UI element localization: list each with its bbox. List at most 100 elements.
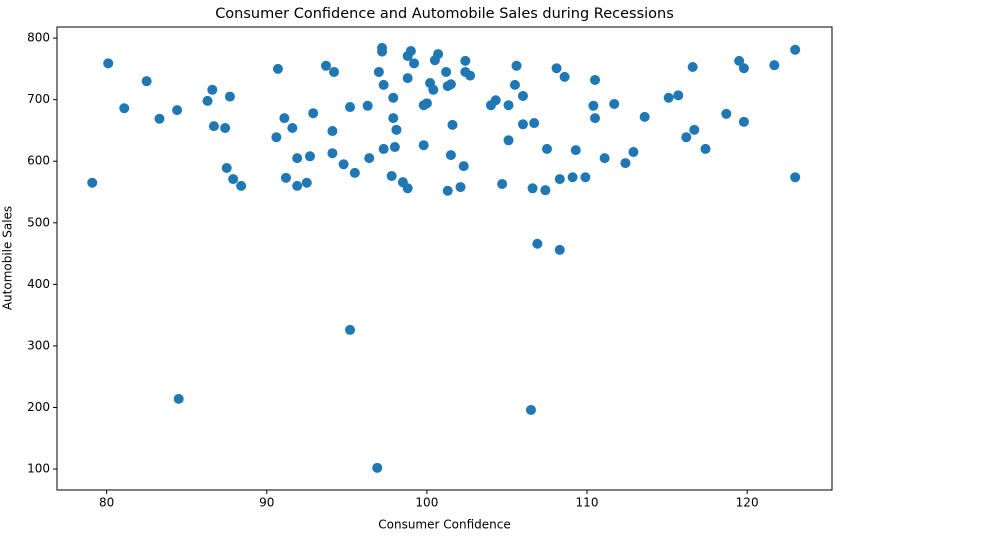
point	[172, 105, 183, 116]
point	[280, 172, 291, 183]
point	[447, 119, 458, 130]
point	[402, 73, 413, 84]
point	[609, 98, 620, 109]
point	[628, 146, 639, 157]
point	[388, 113, 399, 124]
point	[511, 60, 522, 71]
plot-frame	[56, 26, 833, 491]
point	[689, 124, 700, 135]
x-tick-label: 120	[736, 496, 759, 510]
point	[364, 153, 375, 164]
point	[639, 111, 650, 122]
point	[681, 132, 692, 143]
point	[329, 66, 340, 77]
point	[345, 102, 356, 113]
y-tick-label: 500	[27, 215, 50, 229]
point	[738, 116, 749, 127]
point	[465, 70, 476, 81]
point	[207, 84, 218, 95]
point	[421, 98, 432, 109]
point	[517, 119, 528, 130]
point	[554, 174, 565, 185]
point	[551, 63, 562, 74]
point	[570, 145, 581, 156]
point	[272, 63, 283, 74]
x-tick-label: 90	[259, 496, 274, 510]
y-tick-label: 300	[27, 338, 50, 352]
point	[279, 113, 290, 124]
point	[588, 100, 599, 111]
point	[527, 183, 538, 194]
point	[373, 66, 384, 77]
y-tick-label: 400	[27, 277, 50, 291]
point	[220, 122, 231, 133]
point	[540, 185, 551, 196]
y-tick-label: 800	[27, 31, 50, 45]
point	[455, 182, 466, 193]
point	[441, 66, 452, 77]
point	[700, 143, 711, 154]
point	[418, 140, 429, 151]
y-tick-label: 100	[27, 462, 50, 476]
point	[790, 44, 801, 55]
point	[287, 122, 298, 133]
point	[445, 150, 456, 161]
point	[673, 90, 684, 101]
point	[529, 118, 540, 129]
point	[554, 244, 565, 255]
point	[663, 92, 674, 103]
point	[224, 91, 235, 102]
point	[517, 90, 528, 101]
point	[173, 393, 184, 404]
x-tick-label: 110	[576, 496, 599, 510]
point	[236, 180, 247, 191]
point	[388, 92, 399, 103]
point	[154, 113, 165, 124]
y-tick-label: 700	[27, 92, 50, 106]
point	[304, 151, 315, 162]
point	[321, 60, 332, 71]
y-tick-label: 200	[27, 400, 50, 414]
point	[386, 170, 397, 181]
point	[202, 95, 213, 106]
point	[119, 103, 130, 114]
x-axis-label: Consumer Confidence	[378, 518, 510, 532]
point	[402, 183, 413, 194]
point	[405, 46, 416, 57]
point	[503, 135, 514, 146]
point	[509, 79, 520, 90]
point	[458, 161, 469, 172]
point	[687, 62, 698, 73]
point	[378, 79, 389, 90]
point	[590, 113, 601, 124]
point	[442, 185, 453, 196]
point	[391, 124, 402, 135]
point	[292, 180, 303, 191]
point	[532, 238, 543, 249]
point	[141, 76, 152, 87]
point	[221, 162, 232, 173]
point	[790, 172, 801, 183]
point	[103, 58, 114, 69]
point	[580, 172, 591, 183]
point	[409, 58, 420, 69]
point	[327, 126, 338, 137]
point	[445, 79, 456, 90]
point	[428, 84, 439, 95]
y-tick-label: 600	[27, 154, 50, 168]
point	[599, 153, 610, 164]
point	[433, 49, 444, 60]
point	[541, 143, 552, 154]
point	[525, 404, 536, 415]
point	[497, 179, 508, 190]
point	[734, 55, 745, 66]
chart-title: Consumer Confidence and Automobile Sales…	[215, 6, 674, 22]
point	[460, 55, 471, 66]
point	[590, 74, 601, 85]
point	[301, 177, 312, 188]
point	[377, 46, 388, 57]
point	[567, 172, 578, 183]
x-tick-label: 100	[415, 496, 438, 510]
point	[308, 108, 319, 119]
